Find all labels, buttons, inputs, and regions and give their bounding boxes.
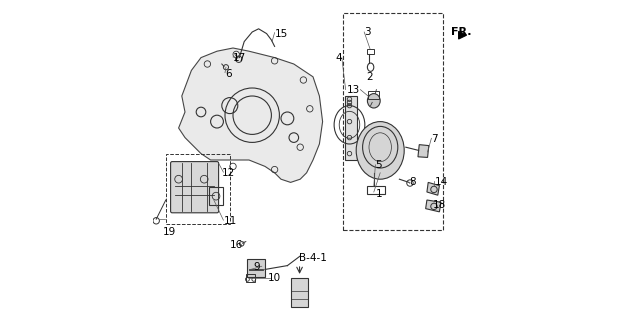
Text: 6: 6 — [225, 68, 232, 79]
Text: 8: 8 — [409, 177, 416, 188]
Text: FR.: FR. — [451, 27, 471, 37]
Text: 17: 17 — [233, 52, 246, 63]
Bar — [247, 259, 265, 277]
Ellipse shape — [356, 122, 404, 179]
Text: 2: 2 — [366, 72, 372, 82]
Polygon shape — [178, 48, 322, 182]
Text: 19: 19 — [163, 227, 176, 237]
Bar — [367, 49, 374, 54]
Text: 11: 11 — [223, 216, 237, 226]
Polygon shape — [459, 31, 466, 39]
Bar — [290, 278, 308, 307]
FancyBboxPatch shape — [171, 162, 218, 213]
Polygon shape — [418, 145, 429, 157]
Bar — [345, 96, 357, 160]
Polygon shape — [427, 182, 439, 195]
Bar — [246, 274, 255, 282]
Text: 7: 7 — [431, 134, 438, 144]
Bar — [166, 154, 230, 224]
Text: 9: 9 — [254, 262, 260, 272]
Text: 18: 18 — [433, 200, 446, 210]
Text: 1: 1 — [376, 188, 382, 199]
Text: B-4-1: B-4-1 — [299, 252, 327, 263]
Text: 5: 5 — [376, 160, 382, 170]
Text: 13: 13 — [347, 84, 361, 95]
Polygon shape — [426, 200, 441, 212]
Bar — [367, 186, 385, 194]
Text: 16: 16 — [229, 240, 243, 250]
Ellipse shape — [367, 93, 380, 108]
Bar — [344, 13, 443, 230]
Text: 12: 12 — [222, 168, 235, 178]
Text: 15: 15 — [275, 28, 288, 39]
Bar — [368, 91, 379, 99]
Text: 3: 3 — [364, 27, 371, 37]
Text: 14: 14 — [434, 177, 448, 188]
Text: 10: 10 — [268, 273, 281, 284]
Text: 4: 4 — [335, 52, 342, 63]
Bar — [209, 187, 223, 205]
